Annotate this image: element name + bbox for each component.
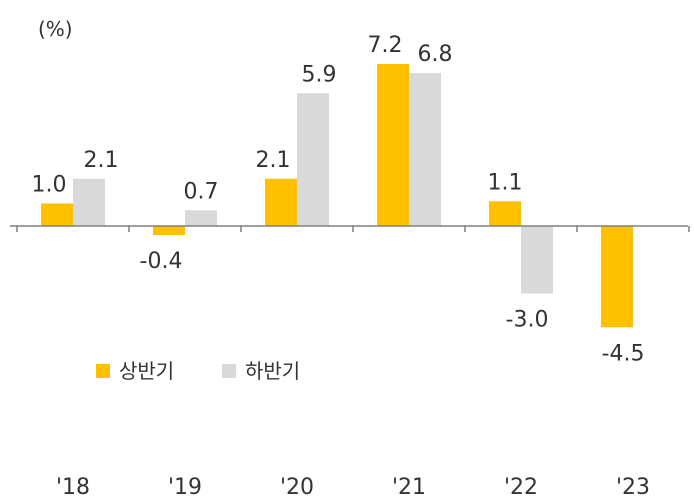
tick-marks [16,226,690,232]
legend-label-first-half: 상반기 [119,359,174,383]
x-tick-label: '18 [56,475,90,500]
data-label: 6.8 [418,42,453,67]
bar [73,178,105,226]
bar [185,210,217,226]
bar [297,93,329,226]
data-label: -3.0 [506,308,549,333]
bar [409,73,441,226]
data-label: 2.1 [84,148,119,173]
x-tick-label: '22 [504,475,538,500]
data-label: 2.1 [256,148,291,173]
data-label: 5.9 [302,62,337,87]
legend-label-second-half: 하반기 [245,359,300,383]
bar [489,201,521,226]
x-tick-label: '20 [280,475,314,500]
unit-label: (%) [38,17,73,41]
bar [521,226,553,294]
data-label: 7.2 [368,33,403,58]
x-tick-label: '19 [168,475,202,500]
data-label: 1.0 [32,173,67,198]
data-label: 0.7 [184,179,219,204]
bar [153,226,185,235]
bars-group [41,64,633,328]
bar [377,64,409,226]
bar [41,203,73,226]
legend: 상반기 하반기 [96,359,300,383]
data-label: -4.5 [602,341,645,366]
data-label: -0.4 [140,249,183,274]
data-labels: 1.0 -0.4 2.1 7.2 1.1 -4.5 2.1 0.7 5.9 6.8 -3.0 [32,33,645,366]
legend-swatch-second-half [222,364,236,378]
data-label: 1.1 [488,170,523,195]
x-tick-label: '23 [616,475,650,500]
legend-swatch-first-half [96,364,110,378]
bar [265,178,297,226]
x-tick-label: '21 [392,475,426,500]
bar [601,226,633,328]
x-axis-labels: '18 '19 '20 '21 '22 '23 [56,475,650,500]
